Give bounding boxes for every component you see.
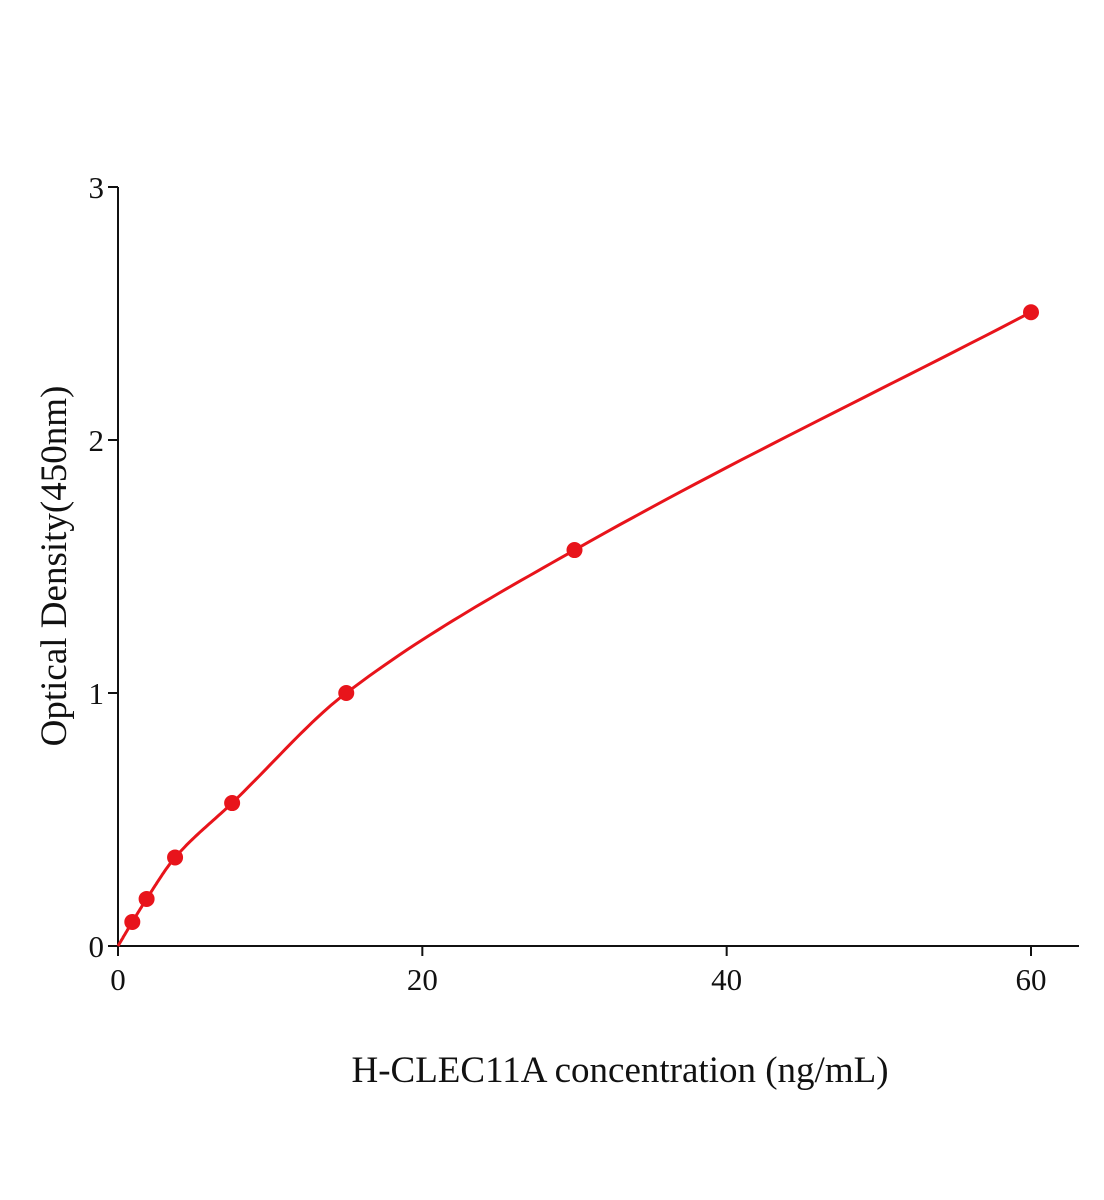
axes: 0 1 2 3 0 20 40 60 (89, 170, 1079, 997)
x-tick-label: 40 (711, 962, 742, 997)
data-point (224, 795, 241, 812)
data-point (566, 542, 583, 559)
data-point (1023, 304, 1039, 321)
data-point (138, 890, 155, 907)
x-tick-label: 20 (407, 962, 438, 997)
data-points (124, 304, 1039, 930)
y-axis-label: Optical Density(450nm) (34, 386, 75, 747)
y-tick-label: 3 (89, 170, 105, 205)
data-point (124, 913, 141, 930)
y-tick-label: 0 (89, 929, 105, 964)
x-axis-label: H-CLEC11A concentration (ng/mL) (351, 1050, 888, 1091)
x-tick-label: 0 (110, 962, 126, 997)
fit-curve (116, 310, 1032, 947)
y-tick-label: 1 (89, 676, 105, 711)
x-tick-label: 60 (1016, 962, 1047, 997)
data-point (167, 849, 184, 866)
y-tick-label: 2 (89, 423, 105, 458)
data-point (338, 685, 355, 701)
